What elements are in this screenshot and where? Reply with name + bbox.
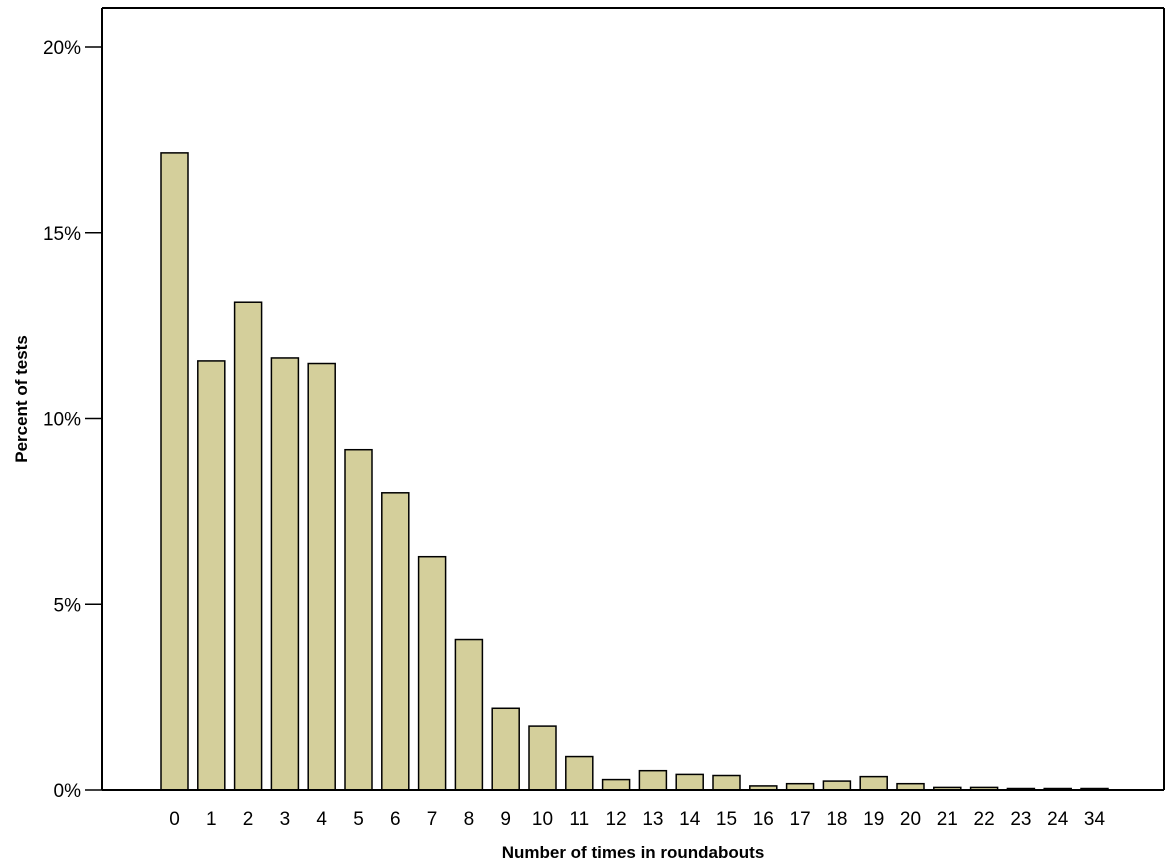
x-tick-label: 20 <box>900 809 921 830</box>
y-tick-label: 15% <box>43 224 81 245</box>
x-tick-label: 13 <box>642 809 663 830</box>
x-tick-label: 11 <box>569 809 589 830</box>
x-tick-label: 2 <box>243 809 254 830</box>
bar-5 <box>344 448 373 791</box>
x-tick-label: 1 <box>206 809 217 830</box>
x-tick-label: 3 <box>280 809 291 830</box>
bars-group <box>160 152 1109 791</box>
bar-18 <box>822 780 852 791</box>
bar-13 <box>638 769 668 791</box>
x-tick-label: 14 <box>679 809 701 830</box>
bar-11 <box>565 755 594 791</box>
x-tick-label: 24 <box>1047 809 1069 830</box>
y-tick-label: 20% <box>43 38 81 59</box>
bar-4 <box>307 362 336 791</box>
x-tick-label: 12 <box>606 809 627 830</box>
x-tick-label: 10 <box>532 809 553 830</box>
x-tick-label: 9 <box>500 809 511 830</box>
bar-19 <box>859 775 888 791</box>
bar-1 <box>197 360 226 791</box>
x-tick-label: 17 <box>790 809 811 830</box>
x-tick-label: 4 <box>316 809 327 830</box>
bar-7 <box>417 555 447 791</box>
x-tick-label: 6 <box>390 809 401 830</box>
y-axis-ticks: 0% 5% 10% 15% 20% <box>43 38 102 802</box>
bar-3 <box>270 357 300 791</box>
y-axis-title: Percent of tests <box>12 335 31 463</box>
bar-15 <box>712 774 741 791</box>
bar-2 <box>233 301 263 791</box>
x-tick-label: 8 <box>464 809 475 830</box>
bar-12 <box>601 778 631 791</box>
x-axis-tick-labels: 0 1 2 3 4 5 6 7 8 9 10 11 12 13 14 15 16 17 18 19 20 21 22 23 24… <box>169 809 1105 830</box>
x-tick-label: 23 <box>1010 809 1031 830</box>
bar-8 <box>454 638 484 791</box>
y-tick-label: 5% <box>54 595 82 616</box>
bar-0 <box>160 152 189 791</box>
bar-6 <box>381 492 410 791</box>
x-tick-label: 7 <box>427 809 438 830</box>
x-tick-label: 18 <box>826 809 847 830</box>
x-tick-label: 15 <box>716 809 737 830</box>
x-tick-label: 5 <box>353 809 364 830</box>
y-tick-label: 10% <box>43 410 81 431</box>
x-axis-title: Number of times in roundabouts <box>502 843 765 862</box>
x-tick-label: 16 <box>753 809 774 830</box>
x-tick-label: 0 <box>169 809 180 830</box>
x-tick-label: 21 <box>937 809 958 830</box>
x-tick-label: 34 <box>1084 809 1106 830</box>
bar-10 <box>528 725 557 791</box>
plot-frame <box>101 7 1165 790</box>
x-tick-label: 19 <box>863 809 884 830</box>
bar-14 <box>675 773 704 791</box>
x-tick-label: 22 <box>974 809 995 830</box>
bar-9 <box>491 707 520 791</box>
y-tick-label: 0% <box>54 781 82 802</box>
